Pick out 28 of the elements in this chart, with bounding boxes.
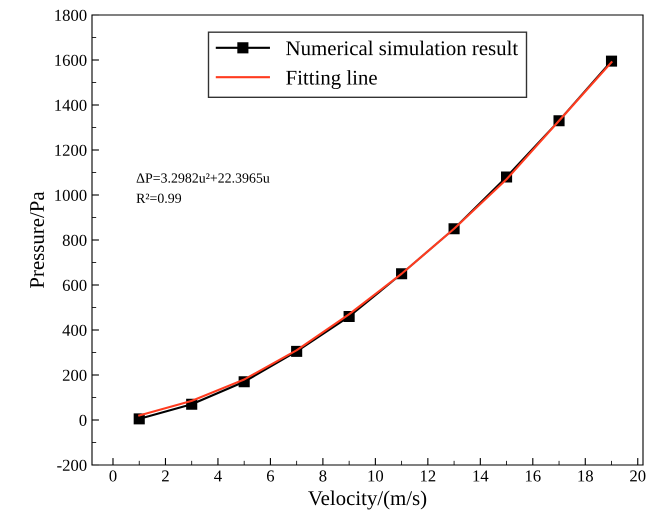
- y-tick-label: 1800: [55, 10, 87, 21]
- y-tick-label: 1600: [55, 54, 87, 66]
- y-tick-label: 0: [79, 414, 87, 426]
- legend-label: Numerical simulation result: [286, 40, 518, 56]
- y-tick-label: -200: [57, 460, 87, 471]
- x-tick-label: 4: [214, 470, 222, 482]
- x-tick-label: 6: [266, 470, 274, 482]
- y-axis-title: Pressure/Pa: [30, 192, 44, 288]
- y-tick-label: 600: [62, 280, 87, 291]
- y-tick-label: 800: [62, 234, 87, 246]
- x-tick-label: 2: [162, 470, 169, 482]
- y-tick-label: 1200: [55, 144, 87, 156]
- annotation: R²=0.99: [136, 194, 182, 204]
- y-tick-label: 400: [62, 324, 87, 336]
- y-tick-label: 1000: [55, 190, 87, 201]
- y-tick-label: 200: [62, 370, 87, 381]
- x-tick-label: 10: [368, 470, 384, 482]
- x-tick-label: 12: [420, 470, 436, 482]
- x-tick-label: 16: [526, 470, 541, 482]
- annotation: ΔP=3.2982u²+22.3965u: [136, 173, 270, 183]
- x-tick-label: 8: [319, 470, 326, 482]
- legend-label: Fitting line: [286, 70, 377, 90]
- x-tick-label: 14: [473, 470, 488, 482]
- x-tick-label: 20: [630, 470, 646, 482]
- x-tick-label: 18: [578, 470, 593, 482]
- x-tick-label: 0: [109, 470, 117, 482]
- y-tick-label: 1400: [55, 100, 87, 111]
- x-axis-title: Velocity/(m/s): [308, 490, 426, 510]
